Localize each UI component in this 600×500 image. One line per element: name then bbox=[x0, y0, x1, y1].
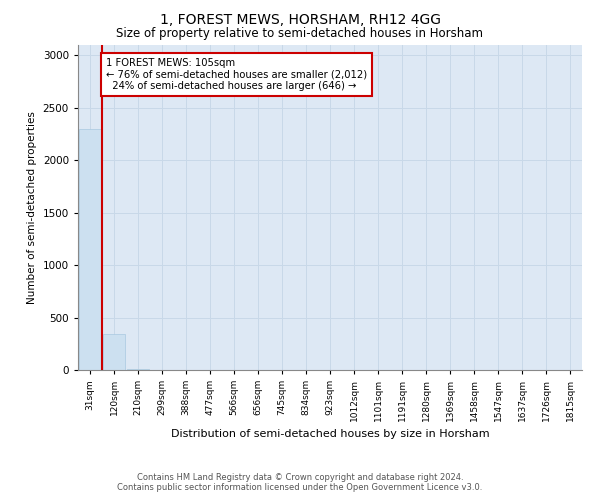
Text: Size of property relative to semi-detached houses in Horsham: Size of property relative to semi-detach… bbox=[116, 28, 484, 40]
Text: Contains HM Land Registry data © Crown copyright and database right 2024.
Contai: Contains HM Land Registry data © Crown c… bbox=[118, 473, 482, 492]
Bar bbox=[103, 334, 125, 370]
Text: 1, FOREST MEWS, HORSHAM, RH12 4GG: 1, FOREST MEWS, HORSHAM, RH12 4GG bbox=[160, 12, 440, 26]
X-axis label: Distribution of semi-detached houses by size in Horsham: Distribution of semi-detached houses by … bbox=[170, 430, 490, 440]
Y-axis label: Number of semi-detached properties: Number of semi-detached properties bbox=[27, 111, 37, 304]
Text: 1 FOREST MEWS: 105sqm
← 76% of semi-detached houses are smaller (2,012)
  24% of: 1 FOREST MEWS: 105sqm ← 76% of semi-deta… bbox=[106, 58, 367, 91]
Bar bbox=[79, 129, 101, 370]
Bar bbox=[127, 369, 149, 370]
